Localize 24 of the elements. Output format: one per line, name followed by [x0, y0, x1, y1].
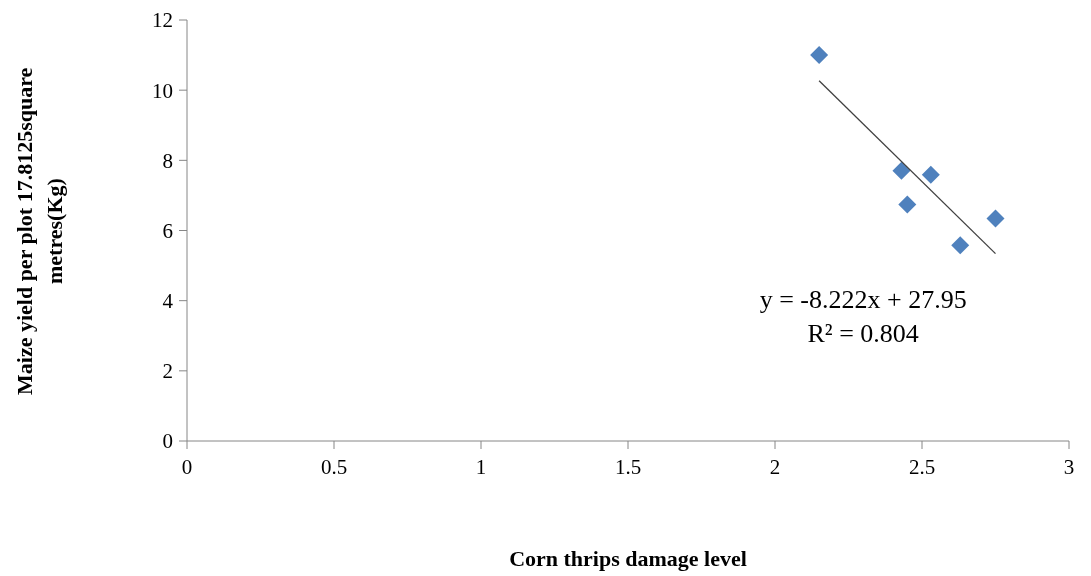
point	[986, 209, 1005, 228]
y-tick-label: 8	[162, 148, 173, 173]
x-tick-label: 0.5	[320, 454, 348, 479]
y-tick-label: 0	[162, 429, 173, 454]
x-tick-label: 1	[475, 454, 487, 479]
y-tick-label: 12	[152, 8, 173, 33]
x-tick-label: 3	[1063, 454, 1075, 479]
point	[951, 236, 970, 255]
x-tick-label: 2.5	[908, 454, 936, 479]
x-tick-label: 0	[181, 454, 193, 479]
annotation: R² = 0.804	[806, 318, 920, 351]
y-axis-title: Maize yield per plot 17.8125square metres(Kg)	[11, 65, 68, 397]
x-tick-label: 2	[769, 454, 781, 479]
point	[892, 161, 911, 180]
point	[898, 195, 917, 214]
annotation: y = -8.222x + 27.95	[758, 284, 968, 317]
point	[921, 165, 940, 184]
point	[810, 46, 829, 65]
y-tick-label: 10	[152, 78, 173, 103]
y-tick-label: 2	[162, 359, 173, 384]
y-tick-label: 6	[162, 218, 173, 243]
y-tick-label: 4	[162, 289, 174, 314]
x-axis-title: Corn thrips damage level	[508, 546, 748, 572]
x-tick-label: 1.5	[614, 454, 642, 479]
